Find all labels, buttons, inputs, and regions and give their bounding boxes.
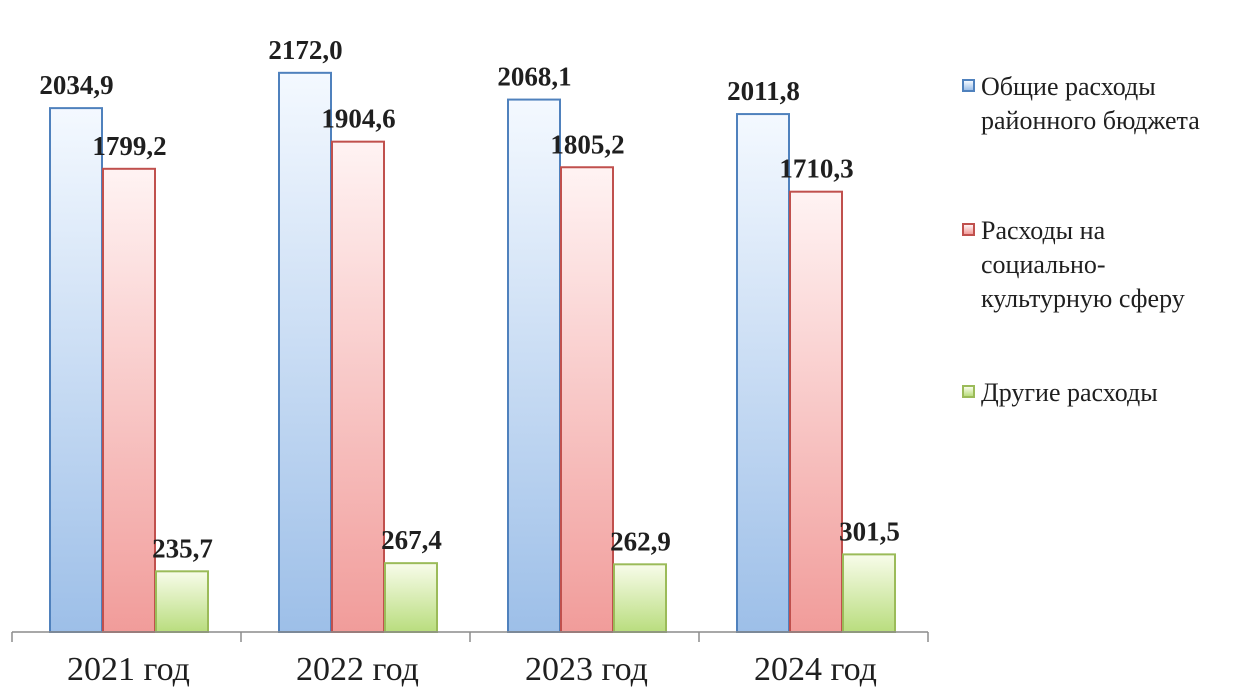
bar-total-3 [507,98,561,633]
bar-other-1 [155,570,209,633]
data-label-total-3: 2068,1 [497,62,571,92]
x-tick-label-1: 2021 год [67,651,190,688]
legend-swatch-red [962,223,975,236]
bars-group [49,71,896,634]
data-label-social-3: 1805,2 [550,129,624,159]
legend-swatch-blue [962,79,975,92]
data-label-social-1: 1799,2 [92,131,166,161]
data-label-other-3: 262,9 [610,526,671,556]
x-axis [11,631,929,642]
x-tick-label-2: 2022 год [296,651,419,688]
data-label-social-4: 1710,3 [779,154,853,184]
legend-label: Другие расходы [981,378,1158,407]
tick-labels-group: 2021 год 2022 год 2023 год 2024 год [67,651,877,688]
x-tick-label-3: 2023 год [525,651,648,688]
legend-item-total-expenses: Общие расходы районного бюджета [962,70,1229,138]
data-label-social-2: 1904,6 [321,104,395,134]
legend-label: Общие расходы районного бюджета [981,72,1200,135]
data-label-other-4: 301,5 [839,516,900,546]
bar-social-2 [331,140,385,633]
bar-total-2 [278,71,332,633]
data-label-total-1: 2034,9 [39,70,113,100]
data-label-total-4: 2011,8 [727,76,800,106]
x-tick-label-4: 2024 год [754,651,877,688]
data-label-other-1: 235,7 [152,533,213,563]
legend-item-social-expenses: Расходы на социально-культурную сферу [962,214,1229,316]
bar-social-4 [789,190,843,633]
value-labels-group: 2034,9 1799,2 235,7 2172,0 1904,6 267,4 2068,1… [39,35,900,563]
bar-other-4 [842,553,896,633]
bar-social-1 [102,167,156,633]
bar-total-4 [736,113,790,634]
data-label-total-2: 2172,0 [268,35,342,65]
bar-other-2 [384,562,438,634]
bar-social-3 [560,166,614,633]
legend-item-other-expenses: Другие расходы [962,376,1229,410]
legend-label: Расходы на социально-культурную сферу [981,216,1185,313]
legend-swatch-green [962,385,975,398]
bar-total-1 [49,107,103,634]
bar-other-3 [613,563,667,634]
data-label-other-2: 267,4 [381,525,442,555]
